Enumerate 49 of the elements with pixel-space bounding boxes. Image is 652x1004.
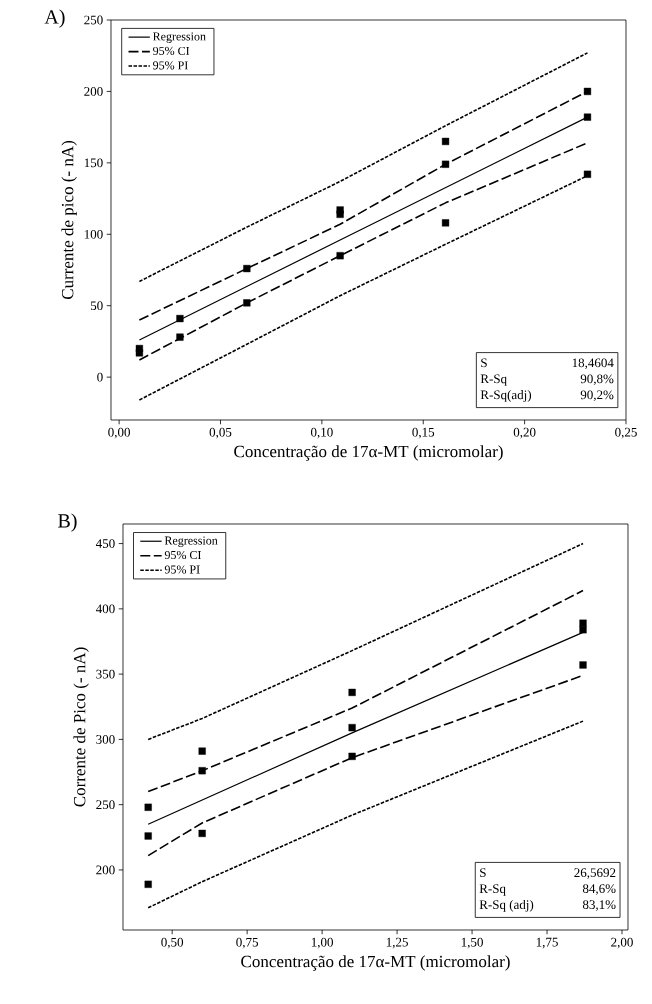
x-tick-label: 0,50	[161, 937, 184, 949]
x-tick-label: 1,75	[536, 937, 558, 949]
legend-label: 95% PI	[153, 61, 188, 70]
y-tick-label: 250	[84, 15, 103, 25]
x-tick-label: 1,25	[386, 937, 408, 949]
y-tick-label: 400	[95, 604, 115, 614]
y-tick-label: 150	[84, 158, 103, 168]
annotation: R-Sq	[480, 374, 507, 386]
y-tick-label: 350	[96, 669, 115, 679]
x-tick-label: 2,00	[611, 937, 633, 949]
y-tick-label: 450	[95, 539, 115, 548]
y-tick-label: 250	[96, 800, 115, 810]
legend-label: 95% PI	[164, 565, 200, 574]
y-axis-title: Corrente de Pico (- nA)	[73, 647, 89, 807]
legend-label: Regression	[152, 32, 206, 43]
y-tick-label: 100	[84, 229, 103, 239]
chart-title: B)	[58, 513, 77, 532]
annotation: 90,2%	[580, 390, 614, 402]
x-tick-label: 0,75	[236, 937, 259, 949]
legend-label: 95% CI	[164, 550, 202, 560]
annotation: R-Sq(adj)	[480, 390, 532, 402]
x-tick-label: 0,20	[513, 427, 536, 439]
annotation: 83,1%	[582, 900, 616, 911]
legend-label: 95% CI	[153, 46, 190, 55]
y-tick-label: 300	[96, 735, 115, 744]
x-tick-label: 0,00	[108, 427, 130, 439]
y-axis-title: Currente de pico (- nA)	[61, 140, 77, 300]
x-tick-label: 1,00	[311, 937, 333, 949]
y-tick-label: 200	[96, 865, 115, 875]
y-tick-label: 200	[84, 87, 103, 96]
y-tick-label: 50	[90, 301, 103, 311]
annotation: 26,5692	[574, 868, 616, 879]
annotation: R-Sq	[479, 884, 506, 896]
annotation: S	[480, 868, 486, 878]
annotation: S	[481, 358, 487, 368]
annotation: 84,6%	[582, 884, 616, 895]
annotation: R-Sq (adj)	[479, 899, 534, 912]
x-tick-label: 0,25	[615, 427, 637, 439]
x-tick-label: 1,50	[461, 937, 483, 949]
legend-label: Regression	[164, 536, 218, 548]
x-tick-label: 0,15	[412, 427, 435, 439]
x-axis-title: Concentração de 17α-MT (micromolar)	[234, 445, 503, 461]
annotation: 90,8%	[580, 374, 614, 386]
y-tick-label: 0	[97, 372, 103, 382]
annotation: 18,4604	[572, 358, 614, 370]
chart-title: A)	[44, 9, 65, 28]
x-axis-title: Concentração de 17α-MT (micromolar)	[241, 955, 510, 971]
x-tick-label: 0,05	[209, 427, 232, 439]
x-tick-label: 0,10	[310, 427, 333, 439]
